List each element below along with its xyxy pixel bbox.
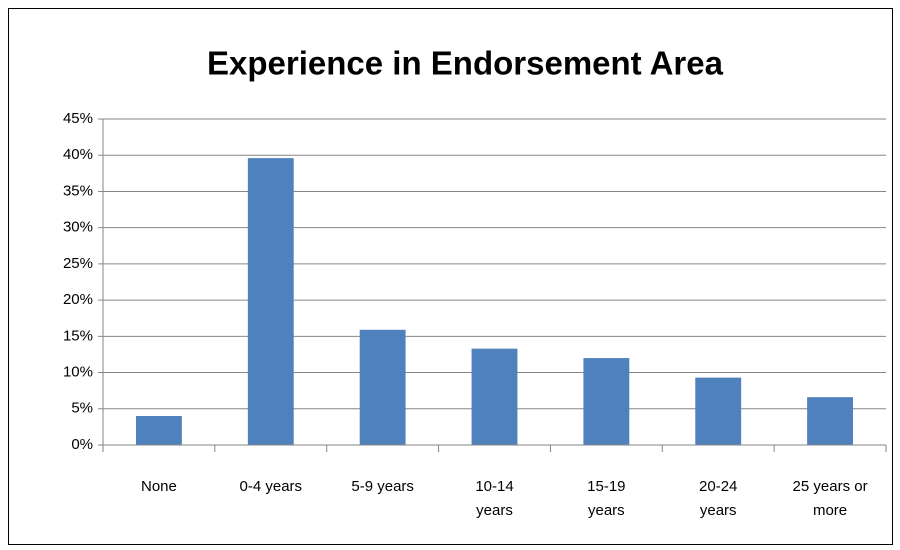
- y-tick-label: 40%: [63, 146, 93, 163]
- y-tick-label: 25%: [63, 255, 93, 272]
- x-tick-label: 10-14 years: [475, 478, 514, 519]
- bar: [471, 348, 518, 445]
- bar: [135, 416, 182, 445]
- y-tick-label: 35%: [63, 182, 93, 199]
- bar: [247, 158, 294, 445]
- y-tick-label: 20%: [63, 291, 93, 308]
- bar: [695, 377, 742, 445]
- bar: [807, 397, 854, 445]
- y-tick-label: 30%: [63, 219, 93, 236]
- x-tick-label: 20-24 years: [699, 478, 738, 519]
- y-tick-label: 45%: [63, 110, 93, 127]
- x-tick-label: 0-4 years: [239, 478, 303, 495]
- x-tick-label: 25 years or more: [792, 478, 868, 519]
- bar: [359, 329, 406, 445]
- y-tick-label: 5%: [71, 400, 93, 417]
- y-tick-label: 10%: [63, 364, 93, 381]
- chart-title: Experience in Endorsement Area: [207, 45, 724, 82]
- chart-frame: [8, 8, 893, 545]
- x-tick-label: 15-19 years: [587, 478, 626, 519]
- y-tick-label: 15%: [63, 327, 93, 344]
- x-tick-label: None: [140, 478, 177, 495]
- bar: [583, 358, 630, 445]
- x-tick-label: 5-9 years: [351, 478, 414, 495]
- y-tick-label: 0%: [71, 436, 93, 453]
